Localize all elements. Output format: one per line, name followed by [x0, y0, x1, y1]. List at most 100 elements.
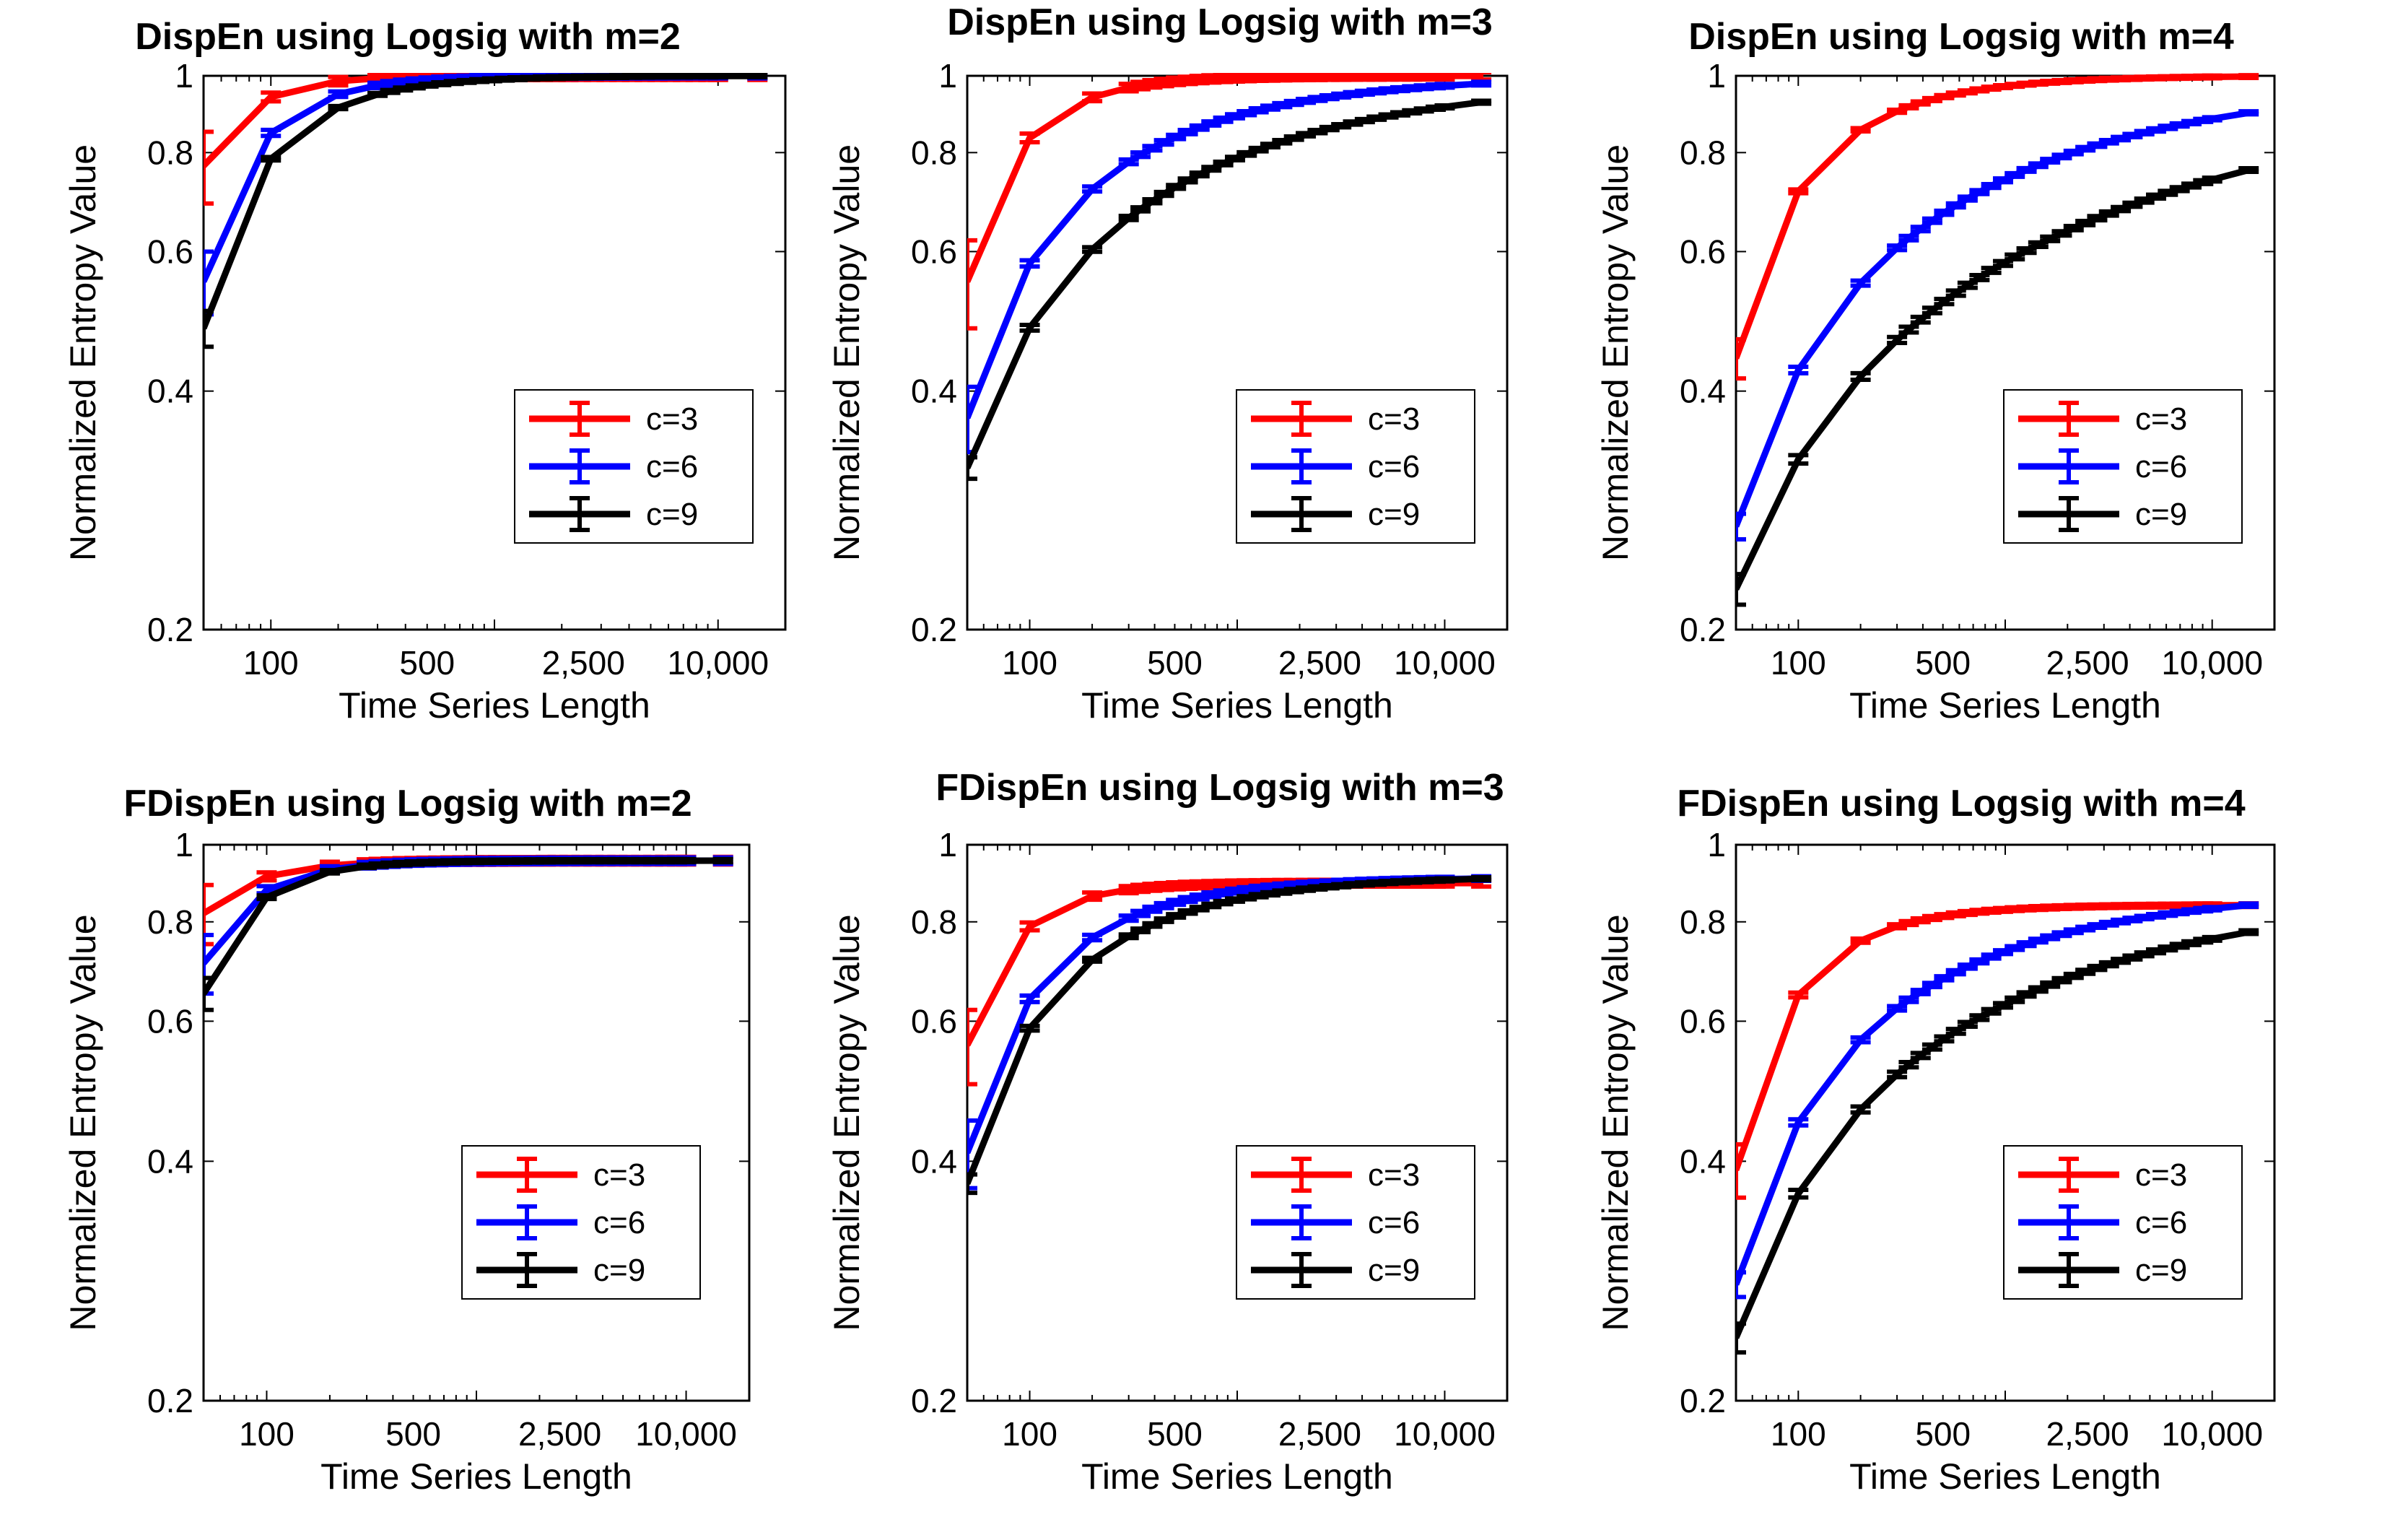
legend-label: c=6	[1368, 1205, 1420, 1240]
y-tick-label: 1	[1707, 57, 1726, 95]
y-tick-label: 1	[938, 826, 957, 864]
chart-panel-4: FDispEn using Logsig with m=2 100 500 2,500…	[63, 783, 751, 1497]
series-group	[967, 73, 1492, 482]
legend-label: c=9	[1368, 1253, 1420, 1288]
y-tick-label: 0.4	[911, 373, 957, 410]
x-tick-label: 500	[1147, 644, 1203, 682]
x-tick-label: 2,500	[542, 644, 625, 682]
x-tick-label: 10,000	[667, 644, 769, 682]
legend-label: c=9	[593, 1253, 645, 1288]
series-line-c=9	[204, 857, 723, 996]
x-tick-label: 100	[1771, 644, 1826, 682]
y-axis-label: Normalized Entropy Value	[826, 144, 867, 561]
legend: c=3 c=6 c=9	[1236, 389, 1475, 544]
axes-frame	[1735, 74, 2276, 631]
series-group	[967, 874, 1492, 1196]
legend-label: c=6	[593, 1205, 645, 1240]
y-tick-label: 1	[1707, 826, 1726, 864]
legend-label: c=3	[1368, 1157, 1420, 1193]
legend-label: c=3	[1368, 401, 1420, 437]
x-tick-label: 10,000	[1394, 644, 1496, 682]
legend-label: c=9	[1368, 497, 1420, 532]
y-tick-label: 0.4	[911, 1142, 957, 1180]
axes-frame	[1735, 843, 2276, 1402]
y-tick-label: 0.4	[147, 373, 193, 410]
y-tick-label: 0.8	[147, 134, 193, 171]
y-tick-label: 0.2	[1680, 611, 1726, 648]
x-axis-label: Time Series Length	[1849, 1456, 2161, 1497]
x-tick-label: 100	[1002, 644, 1057, 682]
x-tick-label: 500	[1915, 1415, 1971, 1453]
chart-title: DispEn using Logsig with m=3	[947, 1, 1493, 43]
chart-panel-3: DispEn using Logsig with m=4 100 500 2,500 1…	[1595, 16, 2276, 726]
series-group	[204, 854, 733, 1012]
x-tick-label: 100	[1771, 1415, 1826, 1453]
y-tick-label: 0.8	[911, 134, 957, 171]
series-group	[1736, 73, 2259, 607]
x-tick-label: 100	[1002, 1415, 1057, 1453]
legend: c=3 c=6 c=9	[1236, 1145, 1475, 1300]
x-tick-label: 2,500	[2046, 1415, 2129, 1453]
y-tick-label: 1	[938, 57, 957, 95]
y-tick-label: 0.4	[1680, 1142, 1726, 1180]
chart-title: DispEn using Logsig with m=2	[135, 16, 681, 58]
y-tick-label: 0.6	[1680, 1002, 1726, 1040]
x-tick-label: 100	[239, 1415, 295, 1453]
chart-title: FDispEn using Logsig with m=4	[1677, 783, 2245, 825]
y-tick-label: 0.4	[1680, 373, 1726, 410]
legend-label: c=6	[2135, 1205, 2187, 1240]
x-axis-label: Time Series Length	[339, 685, 650, 726]
legend-label: c=6	[2135, 449, 2187, 484]
y-tick-label: 0.6	[147, 232, 193, 270]
y-tick-label: 0.6	[147, 1002, 193, 1040]
x-tick-label: 10,000	[1394, 1415, 1496, 1453]
series-group	[204, 73, 768, 349]
y-tick-label: 0.8	[147, 903, 193, 941]
legend-label: c=3	[2135, 401, 2187, 437]
y-tick-label: 0.6	[911, 1002, 957, 1040]
y-tick-label: 0.6	[1680, 232, 1726, 270]
y-tick-label: 0.2	[911, 1382, 957, 1419]
chart-title: FDispEn using Logsig with m=3	[935, 767, 1504, 809]
y-tick-label: 0.4	[147, 1142, 193, 1180]
y-tick-label: 0.2	[911, 611, 957, 648]
axes-frame	[202, 74, 787, 631]
y-tick-label: 1	[175, 826, 193, 864]
series-line-c=3	[1736, 73, 2249, 360]
chart-title: FDispEn using Logsig with m=2	[123, 783, 692, 825]
x-tick-label: 500	[385, 1415, 441, 1453]
x-tick-label: 500	[399, 644, 455, 682]
x-tick-label: 2,500	[2046, 644, 2129, 682]
legend-label: c=9	[646, 497, 698, 532]
y-axis-label: Normalized Entropy Value	[1595, 144, 1636, 561]
legend-label: c=6	[646, 449, 698, 484]
legend-label: c=9	[2135, 1253, 2187, 1288]
y-axis-label: Normalized Entropy Value	[63, 914, 103, 1331]
legend-label: c=9	[2135, 497, 2187, 532]
x-tick-label: 10,000	[2161, 1415, 2263, 1453]
y-tick-label: 0.8	[911, 903, 957, 941]
series-line-c=3	[967, 879, 1482, 1047]
x-axis-label: Time Series Length	[1081, 685, 1393, 726]
y-axis-label: Normalized Entropy Value	[63, 144, 103, 561]
axes-frame	[966, 843, 1509, 1402]
series-line-c=6	[967, 80, 1482, 419]
axes-frame	[202, 843, 751, 1402]
x-tick-label: 2,500	[518, 1415, 601, 1453]
chart-panel-2: DispEn using Logsig with m=3 100 500 2,500 1…	[826, 1, 1509, 726]
y-axis-label: Normalized Entropy Value	[826, 914, 867, 1331]
chart-title: DispEn using Logsig with m=4	[1688, 16, 2234, 58]
y-axis-label: Normalized Entropy Value	[1595, 914, 1636, 1331]
y-tick-label: 0.8	[1680, 903, 1726, 941]
legend-label: c=6	[1368, 449, 1420, 484]
series-group	[1736, 901, 2259, 1355]
chart-panel-5: FDispEn using Logsig with m=3 100 500 2,500…	[826, 767, 1509, 1497]
legend: c=3 c=6 c=9	[514, 389, 754, 544]
chart-panel-1: DispEn using Logsig with m=2 100 500 2,500 1…	[63, 16, 787, 726]
x-axis-label: Time Series Length	[320, 1456, 632, 1497]
series-line-c=9	[967, 875, 1482, 1185]
legend-label: c=3	[646, 401, 698, 437]
legend: c=3 c=6 c=9	[2003, 389, 2243, 544]
legend-label: c=3	[593, 1157, 645, 1193]
